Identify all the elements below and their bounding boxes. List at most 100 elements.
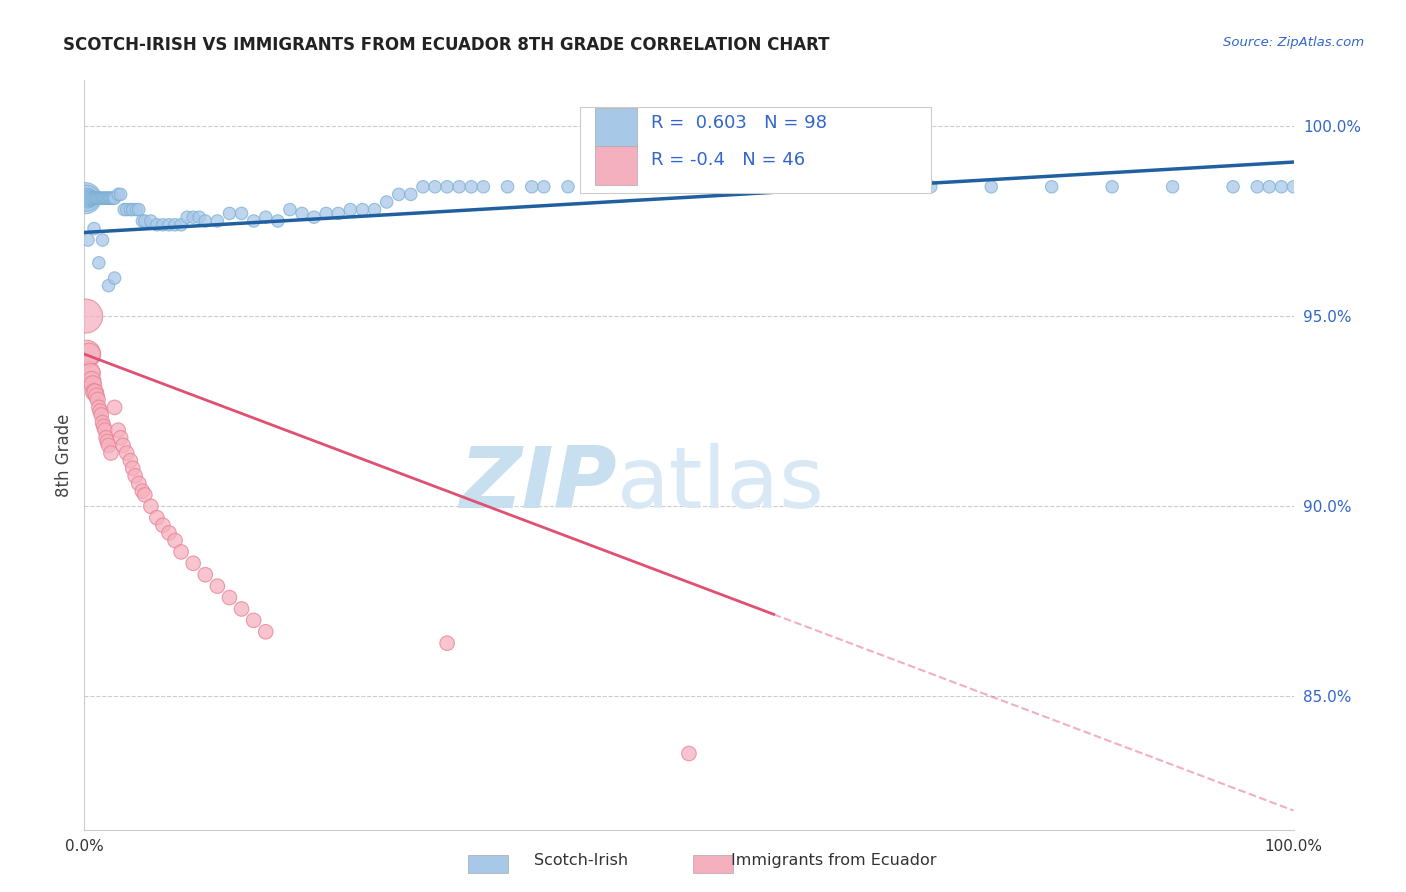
Point xyxy=(80,191,103,205)
Bar xyxy=(595,146,637,186)
Point xyxy=(1246,179,1268,194)
Point xyxy=(80,374,103,388)
Point xyxy=(449,179,471,194)
Point xyxy=(157,218,180,232)
Point xyxy=(146,218,169,232)
Point xyxy=(93,419,115,434)
Point xyxy=(82,377,104,392)
Text: SCOTCH-IRISH VS IMMIGRANTS FROM ECUADOR 8TH GRADE CORRELATION CHART: SCOTCH-IRISH VS IMMIGRANTS FROM ECUADOR … xyxy=(63,36,830,54)
Point xyxy=(76,347,98,361)
Point xyxy=(1270,179,1292,194)
Point xyxy=(89,404,111,418)
Point xyxy=(472,179,495,194)
Point xyxy=(176,211,198,225)
Point xyxy=(254,211,277,225)
Point xyxy=(363,202,385,217)
Point xyxy=(94,423,117,437)
Point xyxy=(339,202,361,217)
Point xyxy=(278,202,301,217)
Point xyxy=(165,533,187,548)
Point xyxy=(121,461,143,475)
Point xyxy=(181,557,204,571)
Point xyxy=(581,179,603,194)
Point xyxy=(90,191,112,205)
Point xyxy=(980,179,1002,194)
Point xyxy=(75,191,97,205)
Point xyxy=(86,191,108,205)
Point xyxy=(170,218,193,232)
Point xyxy=(86,392,108,407)
Point xyxy=(110,431,132,445)
Point xyxy=(702,179,724,194)
Point xyxy=(678,179,700,194)
Point xyxy=(84,191,107,205)
Text: Scotch-Irish: Scotch-Irish xyxy=(534,854,628,868)
Point xyxy=(91,233,114,247)
Point xyxy=(83,191,105,205)
Point xyxy=(115,202,138,217)
Point xyxy=(115,446,138,460)
Point xyxy=(460,179,482,194)
Bar xyxy=(595,109,637,148)
Point xyxy=(139,500,162,514)
Point xyxy=(131,214,153,228)
Point xyxy=(134,214,156,228)
Point xyxy=(207,214,229,228)
Point xyxy=(352,202,374,217)
Y-axis label: 8th Grade: 8th Grade xyxy=(55,413,73,497)
Point xyxy=(170,545,193,559)
Point xyxy=(128,476,150,491)
Point xyxy=(120,453,142,467)
Point xyxy=(920,179,942,194)
Point xyxy=(124,468,146,483)
Point xyxy=(86,191,108,205)
Point xyxy=(617,179,640,194)
Point xyxy=(91,191,114,205)
Point xyxy=(96,191,118,205)
Point xyxy=(91,416,114,430)
Point xyxy=(77,347,100,361)
Point xyxy=(112,202,135,217)
Point xyxy=(120,202,142,217)
Point xyxy=(84,385,107,400)
Point xyxy=(107,423,129,437)
Point xyxy=(436,636,458,650)
Point xyxy=(315,206,337,220)
Text: R =  0.603   N = 98: R = 0.603 N = 98 xyxy=(651,114,828,132)
Point xyxy=(107,187,129,202)
Point xyxy=(254,624,277,639)
Text: ZIP: ZIP xyxy=(458,443,616,526)
Point xyxy=(496,179,519,194)
Point xyxy=(859,179,882,194)
Point xyxy=(835,179,858,194)
Point xyxy=(328,206,350,220)
Point xyxy=(520,179,543,194)
Point xyxy=(557,179,579,194)
Text: Source: ZipAtlas.com: Source: ZipAtlas.com xyxy=(1223,36,1364,49)
Point xyxy=(188,211,211,225)
Point xyxy=(83,385,105,400)
Point xyxy=(134,488,156,502)
Point xyxy=(97,438,120,452)
Text: atlas: atlas xyxy=(616,443,824,526)
Point xyxy=(93,191,115,205)
Point xyxy=(242,613,264,627)
Point xyxy=(98,191,121,205)
Point xyxy=(436,179,458,194)
Point xyxy=(1282,179,1305,194)
Point xyxy=(79,366,101,380)
Point xyxy=(412,179,434,194)
Point xyxy=(100,446,122,460)
Point xyxy=(79,191,101,205)
Point xyxy=(77,191,100,205)
Point xyxy=(157,525,180,540)
Point xyxy=(94,191,117,205)
Point xyxy=(218,206,240,220)
Point xyxy=(104,401,127,415)
Point xyxy=(423,179,446,194)
Point xyxy=(128,202,150,217)
Point xyxy=(77,233,100,247)
Point xyxy=(194,214,217,228)
Point xyxy=(1101,179,1123,194)
Point xyxy=(165,218,187,232)
